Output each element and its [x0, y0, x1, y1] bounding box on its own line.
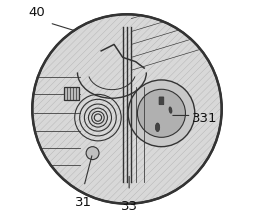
Text: 331: 331 [192, 112, 217, 125]
Ellipse shape [155, 123, 160, 132]
FancyBboxPatch shape [64, 87, 79, 100]
Circle shape [86, 147, 99, 160]
Text: 31: 31 [75, 196, 92, 209]
Text: 33: 33 [121, 200, 138, 213]
Circle shape [128, 80, 195, 147]
FancyBboxPatch shape [159, 97, 164, 105]
Text: 40: 40 [28, 7, 45, 19]
Circle shape [32, 14, 222, 204]
Circle shape [137, 89, 185, 137]
Ellipse shape [169, 107, 172, 113]
